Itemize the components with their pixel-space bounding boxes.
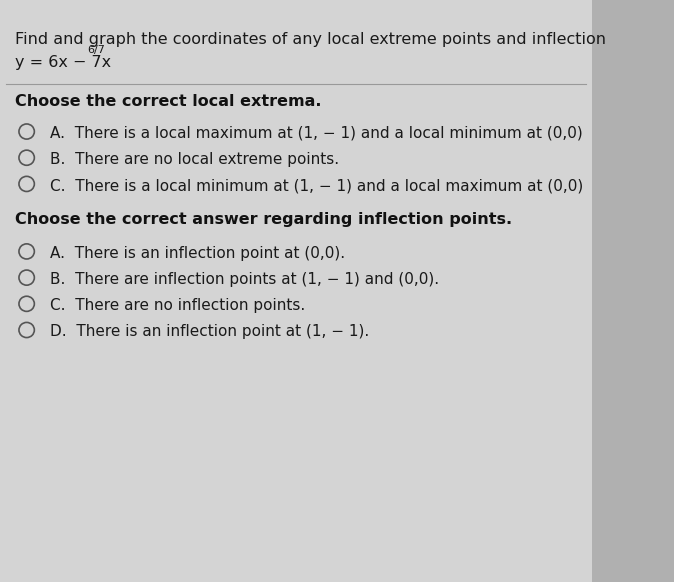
- Text: C.  There is a local minimum at (1, − 1) and a local maximum at (0,0): C. There is a local minimum at (1, − 1) …: [51, 178, 584, 193]
- Text: B.  There are no local extreme points.: B. There are no local extreme points.: [51, 152, 340, 167]
- Text: B.  There are inflection points at (1, − 1) and (0,0).: B. There are inflection points at (1, − …: [51, 272, 439, 287]
- Text: A.  There is an inflection point at (0,0).: A. There is an inflection point at (0,0)…: [51, 246, 346, 261]
- Text: Choose the correct local extrema.: Choose the correct local extrema.: [15, 94, 321, 109]
- Text: Choose the correct answer regarding inflection points.: Choose the correct answer regarding infl…: [15, 212, 512, 228]
- Text: A.  There is a local maximum at (1, − 1) and a local minimum at (0,0): A. There is a local maximum at (1, − 1) …: [51, 126, 583, 141]
- Text: C.  There are no inflection points.: C. There are no inflection points.: [51, 298, 305, 313]
- Text: 6/7: 6/7: [88, 45, 106, 55]
- FancyBboxPatch shape: [0, 0, 592, 582]
- Text: y = 6x − 7x: y = 6x − 7x: [15, 55, 111, 70]
- Text: D.  There is an inflection point at (1, − 1).: D. There is an inflection point at (1, −…: [51, 324, 369, 339]
- Text: Find and graph the coordinates of any local extreme points and inflection: Find and graph the coordinates of any lo…: [15, 32, 606, 47]
